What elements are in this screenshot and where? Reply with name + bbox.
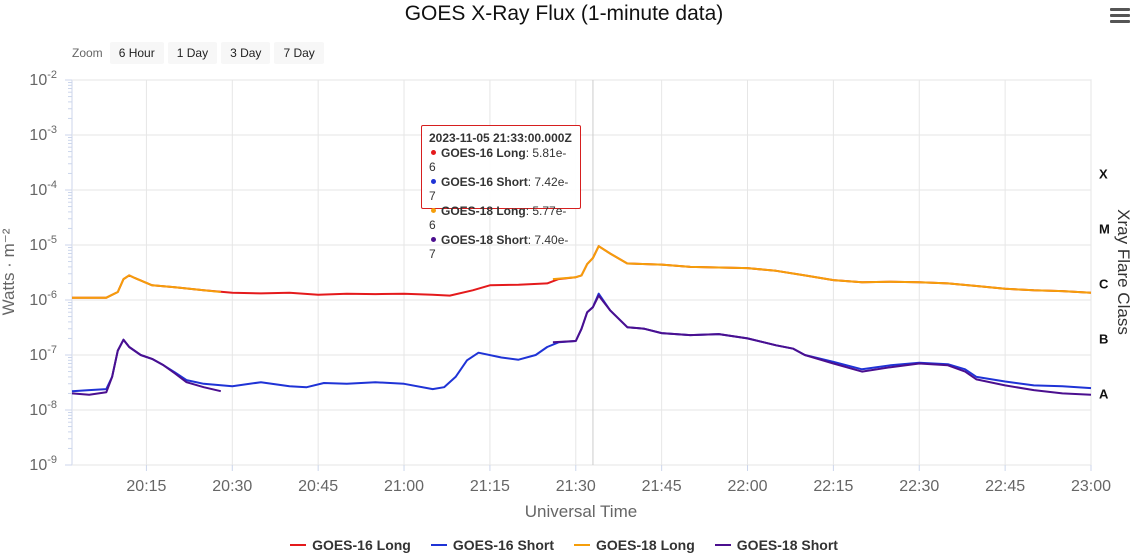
legend-line-icon — [290, 544, 307, 546]
zoom-label: Zoom — [72, 46, 103, 60]
y-axis-tick-labels: 10-9 10-8 10-7 10-6 10-5 10-4 10-3 10-2 — [29, 69, 57, 474]
x-tick-label: 20:30 — [212, 478, 252, 495]
legend-item-goes16-long[interactable]: GOES-16 Long — [290, 537, 411, 553]
tooltip-series-name: GOES-16 Short — [441, 174, 528, 189]
x-tick-label: 22:30 — [899, 478, 939, 495]
y2-axis-label: Xray Flare Class — [1114, 209, 1133, 335]
legend-line-icon — [430, 544, 447, 546]
grid-lines — [65, 79, 1092, 471]
tooltip-value: 7.40e-7 — [429, 232, 569, 262]
tooltip-series-name: GOES-16 Long — [441, 145, 526, 160]
series-line-goes-18-long[interactable] — [72, 245, 1092, 299]
x-tick-label: 21:00 — [384, 478, 424, 495]
zoom-3-day-button[interactable]: 3 Day — [221, 42, 271, 64]
x-axis-tick-labels: 20:15 20:30 20:45 21:00 21:15 21:30 21:45 22:00… — [126, 478, 1111, 495]
y-tick-label: 10-4 — [29, 179, 57, 199]
zoom-6-hour-button[interactable]: 6 Hour — [109, 42, 164, 64]
legend-label: GOES-16 Short — [452, 537, 554, 553]
tooltip-value: 5.81e-6 — [429, 145, 567, 175]
tooltip-row-goes16-short: GOES-16 Short: 7.42e-7 — [429, 174, 569, 204]
series-line-goes-18-short[interactable] — [71, 294, 1092, 396]
y-axis-label: Watts · m⁻² — [0, 228, 18, 315]
y-tick-label: 10-2 — [29, 69, 57, 89]
legend-label: GOES-18 Long — [596, 537, 695, 553]
y-tick-label: 10-6 — [29, 289, 57, 309]
x-tick-label: 21:15 — [470, 478, 510, 495]
legend: GOES-16 Long GOES-16 Short GOES-18 Long … — [0, 537, 1128, 553]
x-tick-label: 22:45 — [985, 478, 1025, 495]
y-tick-label: 10-8 — [29, 399, 57, 419]
x-tick-label: 23:00 — [1071, 478, 1111, 495]
series-line-goes-16-short[interactable] — [71, 292, 1092, 393]
x-axis-label: Universal Time — [525, 502, 637, 521]
plot-area-border — [71, 79, 1092, 466]
x-tick-label: 22:15 — [813, 478, 853, 495]
flare-class-label: X — [1099, 166, 1108, 181]
flare-class-label: A — [1099, 386, 1109, 401]
x-tick-label: 22:00 — [727, 478, 767, 495]
tooltip-value: 7.42e-7 — [429, 174, 569, 204]
x-tick-label: 20:45 — [298, 478, 338, 495]
flare-class-labels: A B C M X — [1099, 166, 1110, 401]
x-tick-label: 21:45 — [642, 478, 682, 495]
series-line-goes-16-long[interactable] — [72, 245, 1092, 299]
flare-class-label: C — [1099, 276, 1109, 291]
series-dot-icon — [431, 208, 436, 214]
tooltip-time: 2023-11-05 21:33:00.000Z — [429, 131, 572, 145]
series-dot-icon — [431, 179, 436, 185]
tooltip-series-name: GOES-18 Long — [441, 203, 526, 218]
zoom-7-day-button[interactable]: 7 Day — [274, 42, 324, 64]
flare-class-label: B — [1099, 331, 1108, 346]
y-tick-label: 10-9 — [29, 454, 57, 474]
tooltip: 2023-11-05 21:33:00.000Z GOES-16 Long: 5… — [421, 125, 581, 261]
tooltip-value: 5.77e-6 — [429, 203, 567, 233]
legend-item-goes18-short[interactable]: GOES-18 Short — [714, 537, 838, 553]
y-tick-label: 10-5 — [29, 234, 57, 254]
tooltip-row-goes18-long: GOES-18 Long: 5.77e-6 — [429, 203, 567, 233]
zoom-controls: Zoom 6 Hour 1 Day 3 Day 7 Day — [72, 42, 328, 64]
legend-line-icon — [574, 544, 590, 546]
legend-label: GOES-16 Long — [312, 537, 411, 553]
x-tick-label: 20:15 — [126, 478, 166, 495]
legend-item-goes18-long[interactable]: GOES-18 Long — [574, 537, 695, 553]
legend-line-icon — [714, 544, 731, 546]
flare-class-label: M — [1099, 221, 1110, 236]
y-tick-label: 10-7 — [29, 344, 57, 364]
hamburger-menu-icon[interactable] — [1110, 8, 1130, 26]
series-dot-icon — [431, 237, 436, 243]
tooltip-series-name: GOES-18 Short — [441, 232, 528, 247]
legend-item-goes16-short[interactable]: GOES-16 Short — [430, 537, 554, 553]
y-tick-label: 10-3 — [29, 124, 57, 144]
series-lines[interactable] — [71, 245, 1092, 396]
tooltip-row-goes18-short: GOES-18 Short: 7.40e-7 — [429, 232, 569, 262]
zoom-1-day-button[interactable]: 1 Day — [167, 42, 218, 64]
series-dot-icon — [431, 150, 436, 156]
tooltip-row-goes16-long: GOES-16 Long: 5.81e-6 — [429, 145, 567, 175]
x-tick-label: 21:30 — [556, 478, 596, 495]
legend-label: GOES-18 Short — [736, 537, 838, 553]
chart-title: GOES X-Ray Flux (1-minute data) — [404, 2, 724, 25]
